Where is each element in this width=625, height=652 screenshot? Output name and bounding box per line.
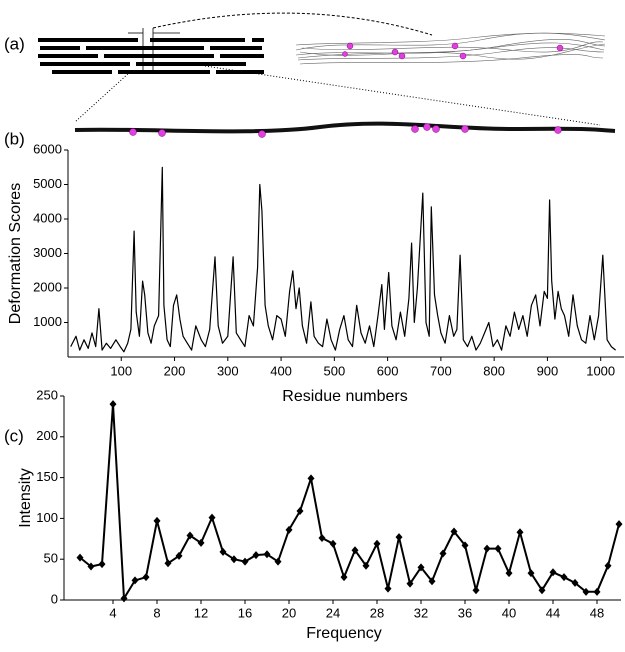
- data-point: [120, 594, 128, 603]
- x-tick-label: 700: [430, 363, 452, 378]
- x-tick-label: 28: [370, 605, 384, 620]
- data-point: [483, 544, 491, 553]
- data-point: [219, 547, 227, 556]
- data-point: [615, 520, 623, 529]
- data-point: [417, 563, 425, 572]
- data-point: [527, 569, 535, 578]
- data-point: [472, 586, 480, 595]
- data-point: [131, 576, 139, 585]
- data-point: [274, 557, 282, 566]
- data-point: [395, 533, 403, 542]
- data-point: [329, 539, 337, 548]
- x-tick-label: 4: [109, 605, 116, 620]
- data-point: [175, 551, 183, 560]
- panel-label: (a): [4, 34, 25, 53]
- data-point: [197, 538, 205, 547]
- y-tick-label: 4000: [33, 210, 62, 225]
- y-tick-label: 6000: [33, 141, 62, 156]
- data-point: [373, 539, 381, 548]
- x-axis-title: Residue numbers: [282, 388, 407, 405]
- x-tick-label: 8: [153, 605, 160, 620]
- data-point: [285, 525, 293, 534]
- data-point: [362, 561, 370, 570]
- x-tick-label: 300: [217, 363, 239, 378]
- y-tick-label: 250: [36, 387, 58, 402]
- data-point: [296, 507, 304, 516]
- data-point: [406, 579, 414, 588]
- data-point: [153, 516, 161, 525]
- data-point: [98, 560, 106, 569]
- panel-label: (c): [4, 426, 24, 445]
- data-point: [208, 513, 216, 522]
- x-tick-label: 100: [110, 363, 132, 378]
- x-tick-label: 200: [164, 363, 186, 378]
- data-line: [79, 403, 620, 600]
- panel-label: (b): [4, 129, 25, 148]
- y-tick-label: 50: [44, 551, 58, 566]
- x-tick-label: 36: [458, 605, 472, 620]
- data-point: [384, 584, 392, 593]
- x-tick-label: 44: [546, 605, 560, 620]
- y-axis-title: Deformation Scores: [7, 183, 24, 324]
- x-tick-label: 600: [377, 363, 399, 378]
- data-point: [582, 587, 590, 596]
- data-point: [186, 531, 194, 540]
- x-tick-label: 1000: [586, 363, 615, 378]
- data-point: [560, 573, 568, 582]
- data-point: [351, 546, 359, 555]
- data-point: [505, 569, 513, 578]
- y-tick-label: 100: [36, 510, 58, 525]
- data-point: [571, 578, 579, 587]
- data-point: [450, 527, 458, 536]
- y-tick-label: 2000: [33, 279, 62, 294]
- x-tick-label: 48: [590, 605, 604, 620]
- data-point: [109, 400, 117, 409]
- data-point: [340, 573, 348, 582]
- x-tick-label: 12: [194, 605, 208, 620]
- data-point: [76, 553, 84, 562]
- x-tick-label: 24: [326, 605, 340, 620]
- data-point: [230, 555, 238, 564]
- x-tick-label: 16: [238, 605, 252, 620]
- data-point: [604, 561, 612, 570]
- data-point: [87, 562, 95, 571]
- y-tick-label: 0: [51, 591, 58, 606]
- data-point: [593, 587, 601, 596]
- x-tick-label: 32: [414, 605, 428, 620]
- data-point: [252, 551, 260, 560]
- y-tick-label: 5000: [33, 176, 62, 191]
- x-axis-title: Frequency: [306, 625, 382, 642]
- data-point: [263, 550, 271, 559]
- y-axis-title: Intensity: [17, 468, 34, 528]
- data-point: [549, 568, 557, 577]
- data-point: [241, 557, 249, 566]
- x-tick-label: 900: [537, 363, 559, 378]
- data-point: [428, 577, 436, 586]
- fibril-diagram: [38, 12, 616, 138]
- data-point: [439, 549, 447, 558]
- data-point: [142, 573, 150, 582]
- data-point: [164, 559, 172, 568]
- x-tick-label: 40: [502, 605, 516, 620]
- y-tick-label: 200: [36, 428, 58, 443]
- data-point: [318, 533, 326, 542]
- x-tick-label: 500: [323, 363, 345, 378]
- y-tick-label: 150: [36, 469, 58, 484]
- x-tick-label: 400: [270, 363, 292, 378]
- data-point: [516, 528, 524, 537]
- data-line: [70, 166, 616, 353]
- y-tick-label: 3000: [33, 245, 62, 260]
- x-tick-label: 800: [483, 363, 505, 378]
- x-tick-label: 20: [282, 605, 296, 620]
- data-point: [461, 541, 469, 550]
- data-point: [538, 586, 546, 595]
- data-point: [494, 544, 502, 553]
- y-tick-label: 1000: [33, 314, 62, 329]
- data-point: [307, 474, 315, 483]
